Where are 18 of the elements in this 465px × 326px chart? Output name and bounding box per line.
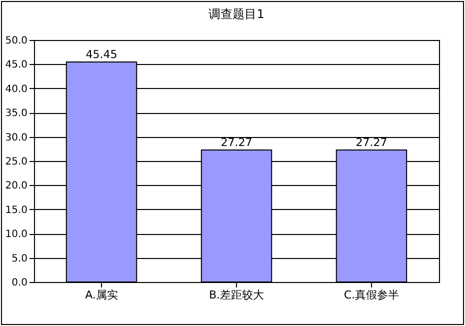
y-tick-label: 5.0	[12, 253, 28, 264]
y-tick-label: 10.0	[5, 229, 28, 240]
x-tick-label: B.差距较大	[208, 288, 264, 302]
x-tick-label: C.真假参半	[344, 288, 400, 302]
y-tick-label: 0.0	[12, 278, 28, 288]
y-tick-label: 25.0	[5, 156, 28, 168]
y-tick-label: 20.0	[5, 180, 28, 192]
data-label: 45.45	[86, 48, 118, 62]
y-tick-label: 40.0	[5, 84, 28, 95]
data-label: 27.27	[220, 136, 252, 150]
y-tick-label: 15.0	[5, 204, 28, 216]
data-label: 27.27	[356, 136, 388, 150]
y-tick-label: 30.0	[5, 132, 28, 144]
y-tick-label: 45.0	[5, 60, 28, 71]
y-tick-label: 35.0	[5, 108, 28, 120]
x-tick-label: A.属实	[85, 288, 118, 302]
y-tick-label: 50.0	[5, 36, 28, 46]
chart-title: 调查题目1	[208, 7, 264, 21]
